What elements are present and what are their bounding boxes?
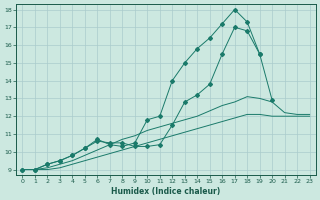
X-axis label: Humidex (Indice chaleur): Humidex (Indice chaleur): [111, 187, 221, 196]
